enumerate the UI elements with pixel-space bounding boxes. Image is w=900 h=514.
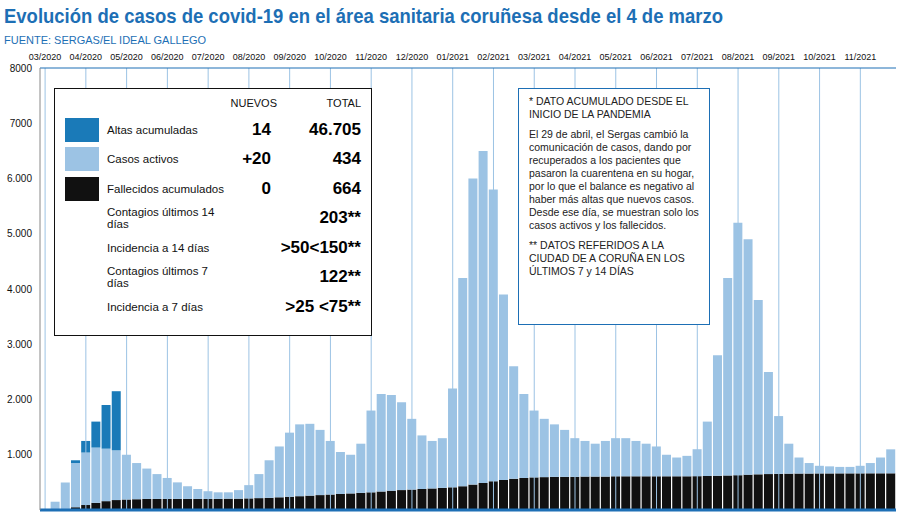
svg-text:08/2021: 08/2021 [722,52,755,62]
html-text:Fallecidos acumulados: Fallecidos acumulados [107,182,224,195]
html-text:203**: 203** [319,208,361,228]
html-text:0: 0 [261,178,271,198]
html-text:+20: +20 [242,149,271,169]
svg-text:04/2020: 04/2020 [70,52,103,62]
svg-text:1.000: 1.000 [8,449,32,460]
html-text:FUENTE: SERGAS/EL IDEAL GALLEG: FUENTE: SERGAS/EL IDEAL GALLEGO [4,34,207,46]
svg-text:05/2021: 05/2021 [599,52,632,62]
html-text:>25 <75**: >25 <75** [285,296,361,316]
html-text:14: 14 [252,119,271,139]
html-text:El 29 de abril, el Sergas camb: El 29 de abril, el Sergas cambió la comu… [529,128,699,231]
svg-text:03/2020: 03/2020 [29,52,62,62]
html-text:122**: 122** [319,267,361,287]
svg-text:10/2020: 10/2020 [314,52,347,62]
svg-text:06/2020: 06/2020 [151,52,184,62]
svg-text:07/2021: 07/2021 [681,52,714,62]
svg-text:8000: 8000 [10,63,33,74]
html-text:Altas acumuladas: Altas acumuladas [107,123,198,136]
html-text:Casos activos: Casos activos [107,153,179,166]
svg-text:01/2021: 01/2021 [436,52,469,62]
svg-text:12/2020: 12/2020 [396,52,429,62]
svg-text:08/2020: 08/2020 [233,52,266,62]
html-text:Evolución de casos de covid-19: Evolución de casos de covid-19 en el áre… [4,4,723,27]
svg-text:05/2020: 05/2020 [110,52,143,62]
svg-text:09/2021: 09/2021 [763,52,796,62]
svg-text:2.000: 2.000 [8,394,32,405]
svg-text:10/2021: 10/2021 [803,52,836,62]
svg-text:4.000: 4.000 [8,284,32,295]
svg-text:6.000: 6.000 [8,173,32,184]
svg-text:03/2021: 03/2021 [518,52,551,62]
html-text:* DATO ACUMULADO DESDE EL INIC: * DATO ACUMULADO DESDE EL INICIO DE LA P… [529,95,689,120]
html-text:TOTAL: TOTAL [326,97,361,109]
html-text:Contagios últimos 14 días: Contagios últimos 14 días [107,206,215,231]
html-text:46.705: 46.705 [309,119,361,139]
svg-text:11/2021: 11/2021 [844,52,876,62]
svg-text:09/2020: 09/2020 [273,52,306,62]
svg-text:06/2021: 06/2021 [640,52,673,62]
svg-text:11/2020: 11/2020 [355,52,387,62]
html-text:Contagios últimos 7 días: Contagios últimos 7 días [107,265,208,290]
svg-text:04/2021: 04/2021 [559,52,592,62]
html-text:664: 664 [332,178,361,198]
html-text:NUEVOS: NUEVOS [230,97,277,109]
html-text:>50<150**: >50<150** [280,237,361,257]
svg-text:5.000: 5.000 [8,228,32,239]
svg-text:7000: 7000 [10,118,33,129]
html-text:Incidencia a 7 días: Incidencia a 7 días [107,300,203,313]
html-text:Incidencia a 14 días: Incidencia a 14 días [107,241,210,254]
html-text:** DATOS REFERIDOS A LA CIUDAD: ** DATOS REFERIDOS A LA CIUDAD DE A CORU… [529,239,685,277]
svg-text:07/2020: 07/2020 [192,52,225,62]
svg-text:3.000: 3.000 [8,339,32,350]
svg-text:02/2021: 02/2021 [477,52,510,62]
html-text:434: 434 [332,149,361,169]
